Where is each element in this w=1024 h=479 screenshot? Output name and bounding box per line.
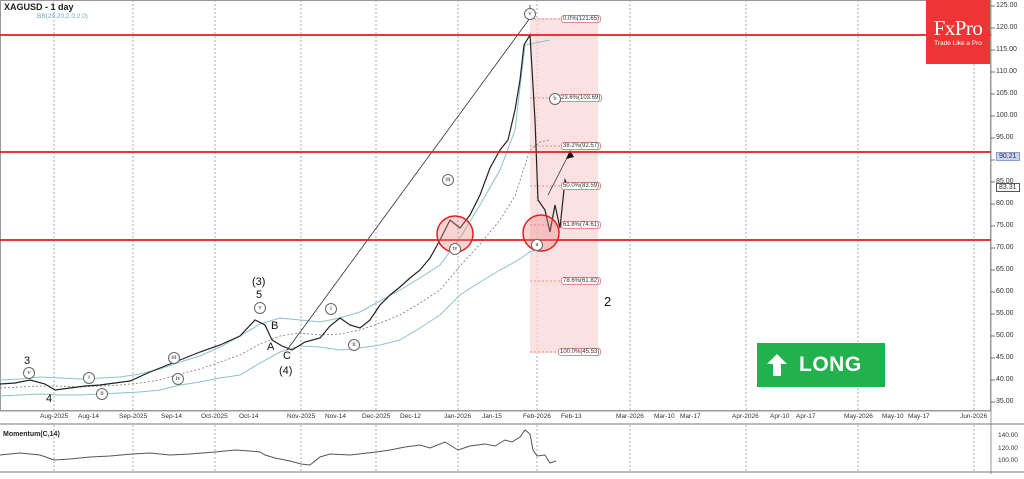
fib-label: 100.0%(45.53) xyxy=(558,348,602,356)
fib-label: 38.2%(92.57) xyxy=(561,142,602,150)
time-label: Oct-2025 xyxy=(201,413,228,420)
roman-v-2: v xyxy=(254,302,266,314)
sub-wave-a: a xyxy=(531,239,543,251)
price-tick: 40.00 xyxy=(996,376,1014,383)
price-tick: 55.00 xyxy=(996,310,1014,317)
roman-ii-2: ii xyxy=(348,339,360,351)
price-tick: 100.00 xyxy=(996,112,1018,119)
time-label: Oct-14 xyxy=(239,413,259,420)
time-label: Feb-13 xyxy=(561,413,582,420)
price-tick: 85.00 xyxy=(996,178,1014,185)
fib-label: 61.8%(74.61) xyxy=(561,221,602,229)
time-label: Apr-10 xyxy=(770,413,790,420)
fib-label: 23.6%(103.69) xyxy=(559,94,603,102)
roman-i: i xyxy=(83,372,95,384)
momentum-tick: 120.00 xyxy=(998,445,1018,452)
price-tick: 105.00 xyxy=(996,90,1018,97)
time-label: Mar-10 xyxy=(654,413,675,420)
wave-3-paren: (3) xyxy=(252,276,266,288)
time-label: Apr-2026 xyxy=(732,413,759,420)
fxpro-logo: FxPro Trade Like a Pro xyxy=(926,0,990,64)
logo-tagline: Trade Like a Pro xyxy=(934,40,982,47)
indicator-label: BB(20,20,2.0,2.0) xyxy=(37,13,88,20)
price-tick: 95.00 xyxy=(996,134,1014,141)
long-signal-badge: LONG xyxy=(757,343,885,387)
time-label: Sep-14 xyxy=(161,413,182,420)
roman-iii-2: iii xyxy=(442,174,454,186)
current-price-badge: 90.21 xyxy=(996,152,1020,161)
time-label: May-10 xyxy=(882,413,904,420)
price-tick: 35.00 xyxy=(996,398,1014,405)
momentum-tick: 140.00 xyxy=(998,432,1018,439)
roman-iv: iv xyxy=(172,373,184,385)
momentum-title: Momentum(C,14) xyxy=(3,431,60,438)
wave-5: 5 xyxy=(256,289,263,301)
roman-v: v xyxy=(23,367,35,379)
sub-wave-b: b xyxy=(549,93,561,105)
fib-label: 78.6%(61.82) xyxy=(561,277,602,285)
roman-iii: iii xyxy=(168,352,180,364)
roman-i-2: i xyxy=(325,303,337,315)
fib-label: 50.0%(83.59) xyxy=(561,182,602,190)
time-label: May-17 xyxy=(908,413,930,420)
time-label: Dec-2025 xyxy=(362,413,391,420)
price-tick: 120.00 xyxy=(996,24,1018,31)
time-label: Nov-2025 xyxy=(287,413,316,420)
fib-label: 0.0%(121.65) xyxy=(561,15,602,23)
time-label: Mar-2026 xyxy=(616,413,644,420)
time-label: Jan-15 xyxy=(482,413,502,420)
roman-iv-2: iv xyxy=(449,243,461,255)
logo-brand: FxPro xyxy=(933,16,983,40)
time-label: Aug-2025 xyxy=(40,413,69,420)
price-tick: 70.00 xyxy=(996,244,1014,251)
time-axis: Aug-2025 Aug-14 Sep-2025 Sep-14 Oct-2025… xyxy=(0,413,991,423)
signal-label: LONG xyxy=(799,353,862,376)
time-label: May-2026 xyxy=(844,413,873,420)
last-price-badge: 83.31 xyxy=(996,183,1020,192)
price-tick: 75.00 xyxy=(996,222,1014,229)
roman-v-top: v xyxy=(524,8,536,20)
price-tick: 115.00 xyxy=(996,46,1017,53)
wave-4-paren: (4) xyxy=(279,365,293,377)
time-label: Aug-14 xyxy=(78,413,99,420)
price-axis xyxy=(991,5,995,403)
time-label: Nov-14 xyxy=(325,413,346,420)
time-label: Jun-2026 xyxy=(960,413,988,420)
time-label: Feb-2026 xyxy=(523,413,551,420)
price-tick: 65.00 xyxy=(996,266,1014,273)
wave-4: 4 xyxy=(46,393,53,405)
momentum-tick: 100.00 xyxy=(998,457,1018,464)
roman-ii: ii xyxy=(96,388,108,400)
wave-3: 3 xyxy=(24,355,31,367)
wave-b: B xyxy=(271,320,279,332)
price-tick: 80.00 xyxy=(996,200,1014,207)
time-label: Jan-2026 xyxy=(444,413,472,420)
price-tick: 45.00 xyxy=(996,354,1014,361)
chart-title: XAGUSD - 1 day xyxy=(4,2,74,12)
wave-c: C xyxy=(283,350,291,362)
time-label: Dec-12 xyxy=(400,413,421,420)
price-tick: 110.00 xyxy=(996,68,1017,75)
time-label: Mar-17 xyxy=(680,413,701,420)
time-label: Apr-17 xyxy=(796,413,816,420)
time-label: Sep-2025 xyxy=(119,413,148,420)
arrow-up-icon xyxy=(767,354,787,376)
price-tick: 125.00 xyxy=(996,2,1018,9)
price-tick: 60.00 xyxy=(996,288,1014,295)
wave-a: A xyxy=(267,341,275,353)
price-tick: 50.00 xyxy=(996,332,1014,339)
wave-2: 2 xyxy=(604,294,612,309)
